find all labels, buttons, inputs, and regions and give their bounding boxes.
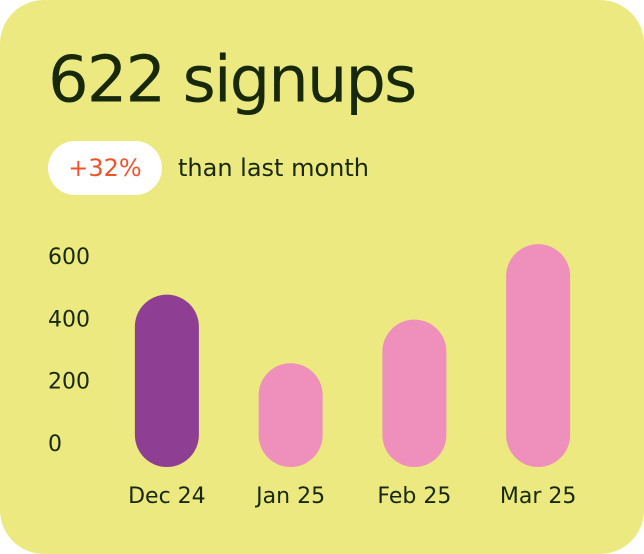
change-value: +32% [68,154,141,182]
y-tick-label: 200 [48,370,90,395]
x-tick-label: Dec 24 [128,484,206,509]
bar [382,319,447,467]
change-pill [48,141,162,195]
y-tick-label: 600 [48,245,90,270]
subtitle: than last month [178,154,369,182]
x-tick-label: Jan 25 [254,484,325,509]
x-tick-label: Feb 25 [377,484,451,509]
chart-title: 622 signups [48,44,415,118]
x-tick-label: Mar 25 [500,484,577,509]
y-tick-label: 0 [48,432,62,457]
bar [134,294,199,467]
y-tick-label: 400 [48,307,90,332]
bar [258,363,323,467]
bar [506,244,571,467]
